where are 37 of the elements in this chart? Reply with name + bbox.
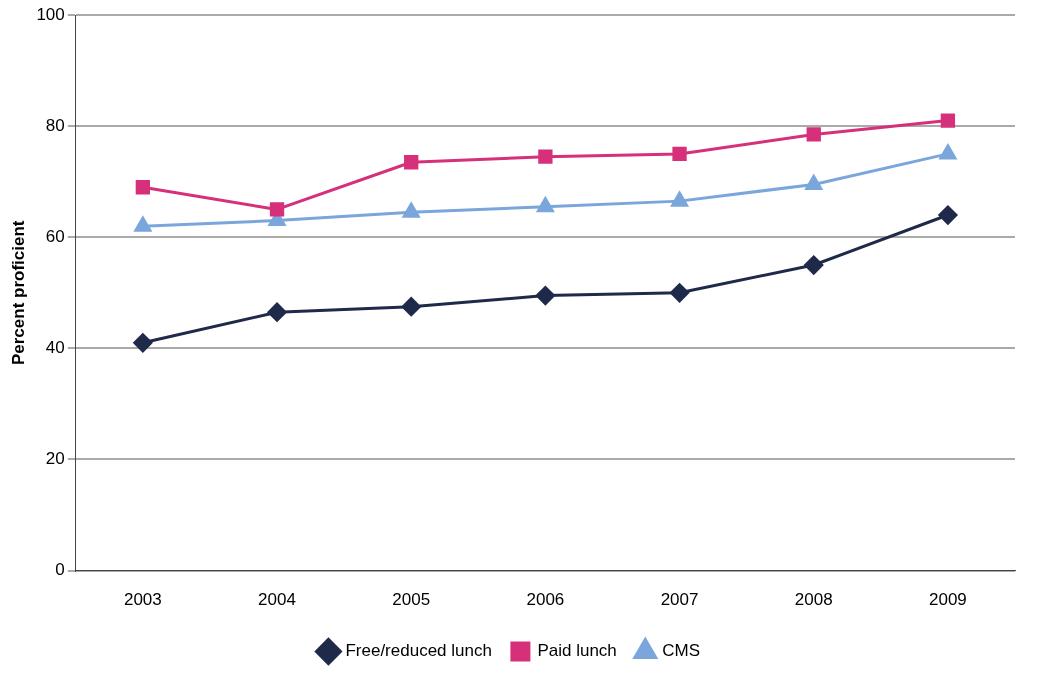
legend-label: Free/reduced lunch: [345, 641, 492, 661]
point: [401, 297, 421, 317]
y-tick-label: 0: [55, 560, 65, 580]
x-tick-label: 2004: [258, 590, 296, 610]
point: [940, 113, 956, 128]
point: [939, 144, 957, 160]
point: [269, 202, 285, 217]
point: [402, 202, 420, 218]
point: [535, 286, 555, 306]
point: [938, 205, 958, 225]
point: [404, 155, 419, 170]
legend-label: CMS: [662, 641, 701, 661]
point: [671, 191, 688, 207]
x-tick-label: 2007: [660, 590, 699, 610]
x-tick-label: 2003: [123, 590, 162, 610]
x-tick-label: 2008: [794, 590, 833, 610]
y-tick-label: 40: [45, 338, 65, 358]
legend-label: Paid lunch: [537, 641, 617, 661]
point: [133, 333, 153, 353]
x-tick-label: 2005: [392, 590, 431, 610]
point: [806, 127, 821, 142]
point: [804, 255, 824, 275]
point: [538, 149, 553, 164]
y-tick-label: 60: [45, 226, 65, 246]
x-tick-label: 2006: [526, 590, 565, 610]
point: [134, 216, 152, 232]
y-tick-label: 80: [45, 115, 65, 135]
x-tick-label: 2009: [929, 590, 967, 610]
point: [805, 174, 823, 190]
y-tick-label: 20: [45, 449, 65, 469]
point: [670, 283, 690, 303]
point: [536, 197, 554, 213]
y-tick-label: 100: [36, 4, 65, 24]
point: [672, 146, 687, 162]
point: [135, 180, 151, 195]
y-axis-title: Percent proficient: [8, 220, 28, 366]
point: [267, 302, 287, 322]
